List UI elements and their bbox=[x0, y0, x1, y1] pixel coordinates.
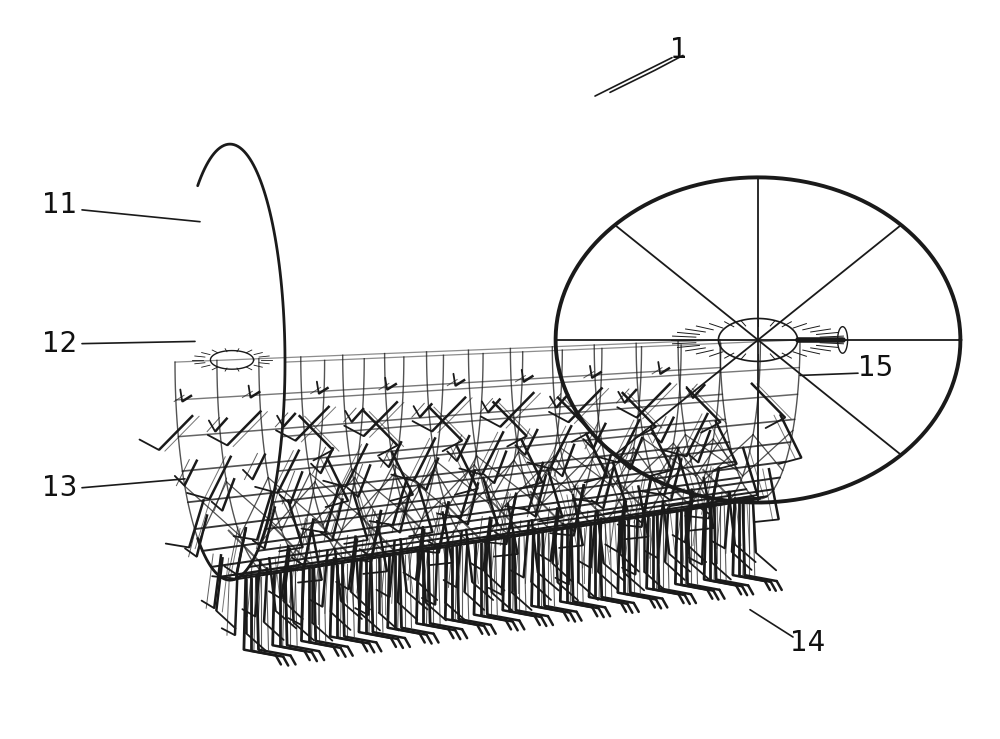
Text: 12: 12 bbox=[42, 330, 77, 358]
Text: 14: 14 bbox=[790, 629, 825, 657]
Text: 11: 11 bbox=[42, 191, 77, 219]
Text: 1: 1 bbox=[670, 36, 688, 64]
Text: 13: 13 bbox=[42, 474, 77, 502]
Text: 15: 15 bbox=[858, 354, 893, 382]
